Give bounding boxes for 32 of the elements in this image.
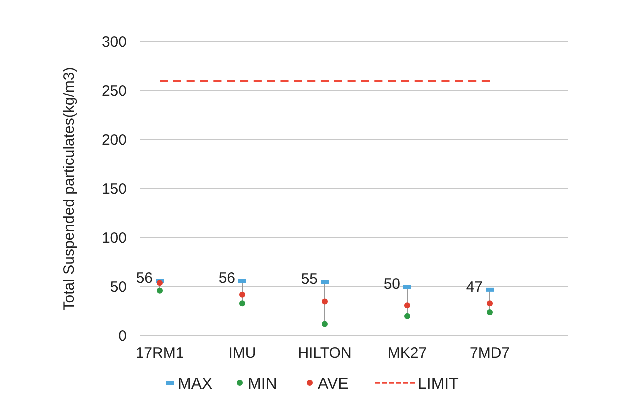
point xyxy=(404,302,410,309)
legend-label: AVE xyxy=(318,376,349,393)
data-label: 56 xyxy=(136,270,153,288)
point xyxy=(404,313,410,320)
point xyxy=(322,298,328,305)
data-label: 50 xyxy=(384,276,400,293)
point xyxy=(240,300,246,307)
x-tick-label: IMU xyxy=(228,345,256,362)
point xyxy=(157,288,163,294)
y-tick-label: 0 xyxy=(118,328,127,345)
point xyxy=(487,300,493,307)
y-tick-label: 200 xyxy=(102,132,127,149)
y-tick-label: 50 xyxy=(110,279,127,296)
x-tick-label: MK27 xyxy=(388,345,428,362)
x-tick-label: 7MD7 xyxy=(470,345,510,362)
point xyxy=(322,321,328,328)
y-tick-label: 300 xyxy=(102,34,127,51)
point xyxy=(157,280,163,286)
y-tick-label: 100 xyxy=(102,230,127,247)
y-axis-title: Total Suspended particulates(kg/m3) xyxy=(61,67,78,311)
x-tick-label: 17RM1 xyxy=(136,345,184,362)
y-tick-label: 150 xyxy=(102,181,127,198)
legend-label: MAX xyxy=(178,376,213,393)
point xyxy=(240,292,246,298)
legend-label: LIMIT xyxy=(418,376,460,393)
y-tick-label: 250 xyxy=(102,83,127,100)
data-label: 47 xyxy=(466,278,483,296)
x-tick-label: HILTON xyxy=(298,345,352,362)
data-label: 56 xyxy=(218,270,236,288)
legend-label: MIN xyxy=(248,376,278,393)
data-label: 55 xyxy=(301,271,318,288)
point xyxy=(487,309,493,316)
